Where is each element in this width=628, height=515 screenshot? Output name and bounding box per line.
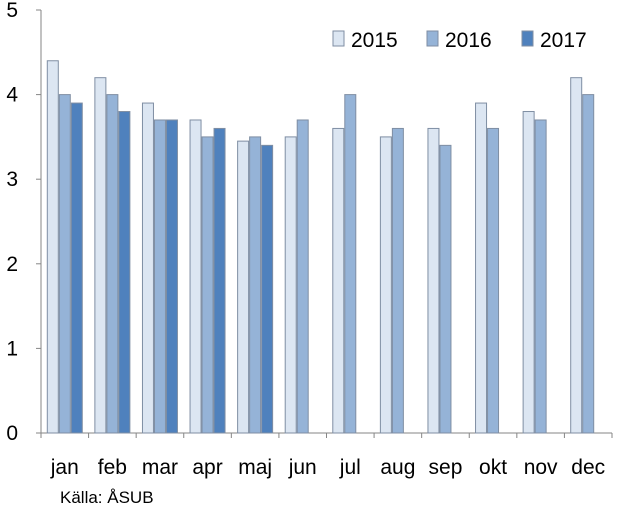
x-tick-label-jul: jul	[339, 456, 361, 479]
bar-2016-dec	[582, 94, 595, 434]
y-axis: 0 1 2 3 4 5	[6, 0, 42, 445]
legend-swatch-2017	[521, 30, 534, 47]
x-tick-label-feb: feb	[98, 456, 127, 479]
bar-2016-mar	[153, 119, 166, 434]
bar-2017-jan	[70, 102, 83, 434]
x-tick-label-jan: jan	[50, 456, 79, 479]
bar-2016-nov	[534, 119, 547, 434]
bar-2016-feb	[106, 94, 119, 434]
bar-2017-feb	[118, 111, 131, 434]
y-tick-label: 1	[6, 337, 18, 360]
bar-2015-apr	[189, 119, 202, 434]
bar-2015-nov	[522, 111, 535, 434]
y-tick-label: 0	[6, 422, 18, 445]
bar-2017-apr	[213, 127, 226, 434]
bar-2015-jun	[284, 136, 297, 434]
legend-swatch-2015	[332, 30, 345, 47]
bar-2015-okt	[475, 102, 488, 434]
bar-2016-aug	[391, 127, 404, 434]
bar-2017-maj	[261, 144, 274, 434]
legend: 2015 2016 2017	[332, 29, 587, 52]
source-note: Källa: ÅSUB	[60, 488, 154, 507]
x-axis: jan feb mar apr maj jun jul aug sep okt nov dec	[40, 432, 613, 479]
bar-2015-feb	[94, 77, 107, 434]
bar-2016-jun	[296, 119, 309, 434]
bar-2016-okt	[487, 127, 500, 434]
legend-label-2016: 2016	[445, 29, 492, 52]
legend-label-2015: 2015	[351, 29, 398, 52]
bar-2016-sep	[439, 144, 452, 434]
bar-2015-mar	[141, 102, 154, 434]
x-tick-label-dec: dec	[571, 456, 605, 479]
bar-2015-aug	[379, 136, 392, 434]
x-tick-label-aug: aug	[380, 456, 415, 479]
y-tick-label: 2	[6, 253, 18, 276]
legend-swatch-2016	[426, 30, 439, 47]
y-tick-label: 5	[6, 0, 18, 22]
bar-2016-maj	[249, 136, 262, 434]
x-tick-label-apr: apr	[192, 456, 222, 479]
bars	[46, 60, 595, 434]
legend-label-2017: 2017	[540, 29, 587, 52]
x-tick-label-jun: jun	[288, 456, 317, 479]
x-tick-label-mar: mar	[142, 456, 178, 479]
bar-2015-sep	[427, 127, 440, 434]
bar-2015-jan	[46, 60, 59, 434]
x-tick-label-maj: maj	[238, 456, 272, 479]
y-tick-label: 4	[6, 84, 18, 107]
bar-2016-jan	[58, 94, 71, 434]
y-tick-label: 3	[6, 168, 18, 191]
bar-2015-dec	[570, 77, 583, 434]
x-tick-label-okt: okt	[479, 456, 507, 479]
bar-2017-mar	[165, 119, 178, 434]
bar-2015-maj	[237, 140, 250, 434]
x-tick-label-nov: nov	[524, 456, 558, 479]
bar-2015-jul	[332, 127, 345, 434]
x-tick-label-sep: sep	[429, 456, 463, 479]
bar-2016-jul	[344, 94, 357, 434]
bar-2016-apr	[201, 136, 214, 434]
